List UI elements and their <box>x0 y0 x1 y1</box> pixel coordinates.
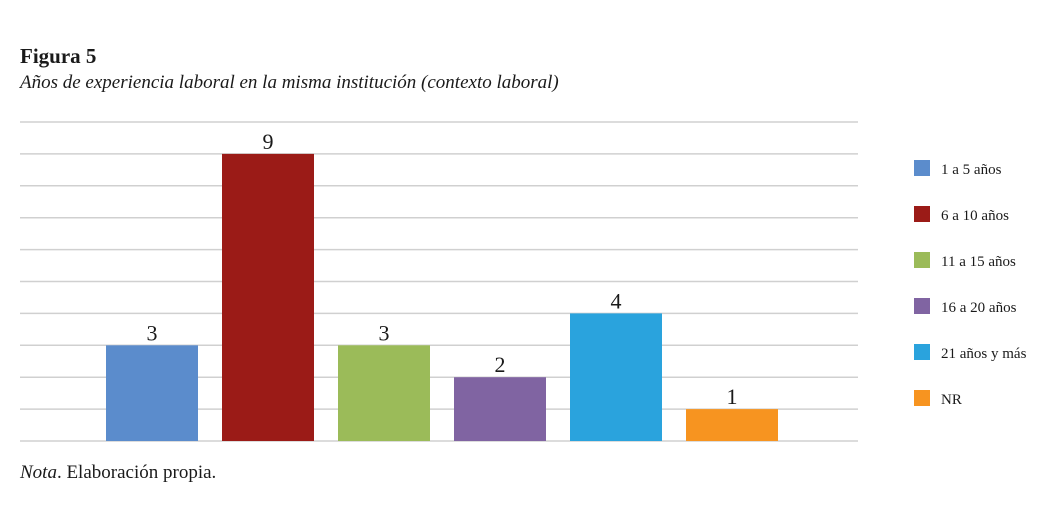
bar-value-label-1: 3 <box>147 320 158 345</box>
legend-label-2: 6 a 10 años <box>941 208 1009 224</box>
bar-value-label-3: 3 <box>379 320 390 345</box>
bar-5 <box>570 313 662 441</box>
figure-label: Figura 5 <box>20 44 97 68</box>
legend: 1 a 5 años 6 a 10 años 11 a 15 años 16 a 20… <box>914 160 1027 408</box>
legend-label-4: 16 a 20 años <box>941 300 1017 316</box>
legend-swatch-5 <box>914 344 930 360</box>
figure-title: Años de experiencia laboral en la misma … <box>20 72 559 93</box>
legend-label-3: 11 a 15 años <box>941 254 1016 270</box>
data-labels: 3 9 3 2 4 1 <box>147 129 738 409</box>
legend-swatch-6 <box>914 390 930 406</box>
bar-value-label-4: 2 <box>495 352 506 377</box>
bar-1 <box>106 345 198 441</box>
bar-4 <box>454 377 546 441</box>
note-prefix: Nota <box>20 462 57 483</box>
bar-value-label-6: 1 <box>727 384 738 409</box>
legend-label-1: 1 a 5 años <box>941 162 1002 178</box>
legend-swatch-1 <box>914 160 930 176</box>
note-text: . Elaboración propia. <box>56 462 217 483</box>
legend-swatch-2 <box>914 206 930 222</box>
bars <box>106 153 778 441</box>
bar-value-label-5: 4 <box>611 288 622 313</box>
legend-swatch-3 <box>914 252 930 268</box>
legend-label-5: 21 años y más <box>941 346 1027 362</box>
legend-label-6: NR <box>941 392 962 408</box>
legend-swatch-4 <box>914 298 930 314</box>
bar-value-label-2: 9 <box>263 129 274 154</box>
bar-2 <box>222 153 314 441</box>
bar-6 <box>686 409 778 441</box>
bar-3 <box>338 345 430 441</box>
figure-note: Nota. Elaboración propia. <box>20 462 216 484</box>
